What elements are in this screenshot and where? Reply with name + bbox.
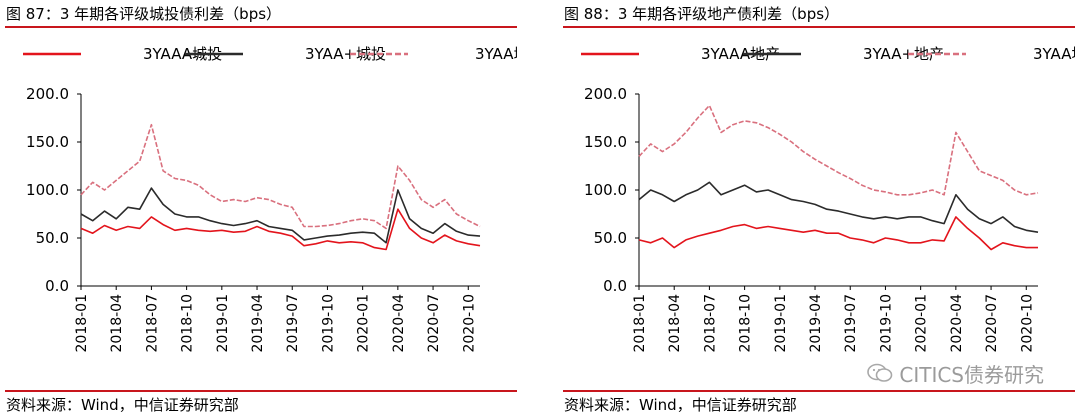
line-chart-real-estate-spread: 3YAAA地产3YAA+地产3YAA地产0.050.0100.0150.0200… <box>563 30 1075 388</box>
y-tick-label: 0.0 <box>603 277 627 295</box>
series-line-3YAA城投 <box>81 125 480 229</box>
x-tick-label: 2018-01 <box>74 294 90 353</box>
figure-title: 图 87：3 年期各评级城投债利差（bps） <box>5 4 517 28</box>
x-tick-label: 2020-04 <box>949 294 965 353</box>
x-tick-label: 2019-01 <box>773 294 789 353</box>
x-tick-label: 2019-10 <box>320 294 336 353</box>
y-tick-label: 50.0 <box>36 229 69 247</box>
y-tick-label: 0.0 <box>45 277 69 295</box>
y-tick-label: 50.0 <box>594 229 627 247</box>
x-tick-label: 2019-01 <box>215 294 231 353</box>
y-tick-label: 150.0 <box>584 133 627 151</box>
x-tick-label: 2018-10 <box>738 294 754 353</box>
x-tick-label: 2018-07 <box>144 294 160 353</box>
x-tick-label: 2020-07 <box>426 294 442 353</box>
y-tick-label: 100.0 <box>584 181 627 199</box>
wechat-icon <box>867 363 893 383</box>
x-tick-label: 2018-07 <box>702 294 718 353</box>
x-tick-label: 2020-01 <box>356 294 372 353</box>
y-tick-label: 150.0 <box>26 133 69 151</box>
legend-label: 3YAA地产 <box>1033 45 1075 63</box>
x-tick-label: 2019-04 <box>808 294 824 353</box>
x-tick-label: 2020-10 <box>1019 294 1035 353</box>
x-tick-label: 2018-01 <box>632 294 648 353</box>
chart-panel-urban-investment: 图 87：3 年期各评级城投债利差（bps） 3YAAA城投 3YAA+城投 3YA… <box>5 0 535 419</box>
series-line-3YAAA地产 <box>639 217 1038 250</box>
line-chart-urban-investment-spread: 3YAAA城投3YAA+城投3YAA城投0.050.0100.0150.0200… <box>5 30 517 388</box>
figure-source: 资料来源：Wind，中信证券研究部 <box>5 390 517 416</box>
x-tick-label: 2018-04 <box>667 294 683 353</box>
x-tick-label: 2018-10 <box>180 294 196 353</box>
x-tick-label: 2019-10 <box>878 294 894 353</box>
x-tick-label: 2020-04 <box>391 294 407 353</box>
chart-panel-real-estate: 图 88：3 年期各评级地产债利差（bps） 3YAAA地产 3YAA+地产 3YA… <box>563 0 1080 419</box>
legend-label: 3YAA城投 <box>475 45 517 63</box>
x-tick-label: 2019-07 <box>843 294 859 353</box>
x-tick-label: 2019-04 <box>250 294 266 353</box>
series-line-3YAA地产 <box>639 106 1038 195</box>
x-tick-label: 2020-10 <box>461 294 477 353</box>
watermark-text: CITICS债券研究 <box>899 359 1044 388</box>
figure-source: 资料来源：Wind，中信证券研究部 <box>563 390 1075 416</box>
x-tick-label: 2018-04 <box>109 294 125 353</box>
x-tick-label: 2019-07 <box>285 294 301 353</box>
figure-title: 图 88：3 年期各评级地产债利差（bps） <box>563 4 1075 28</box>
series-line-3YAA+地产 <box>639 182 1038 232</box>
y-tick-label: 200.0 <box>584 85 627 103</box>
x-tick-label: 2020-01 <box>914 294 930 353</box>
y-tick-label: 100.0 <box>26 181 69 199</box>
series-line-3YAAA城投 <box>81 209 480 249</box>
y-tick-label: 200.0 <box>26 85 69 103</box>
x-tick-label: 2020-07 <box>984 294 1000 353</box>
watermark: CITICS债券研究 <box>867 358 1044 388</box>
